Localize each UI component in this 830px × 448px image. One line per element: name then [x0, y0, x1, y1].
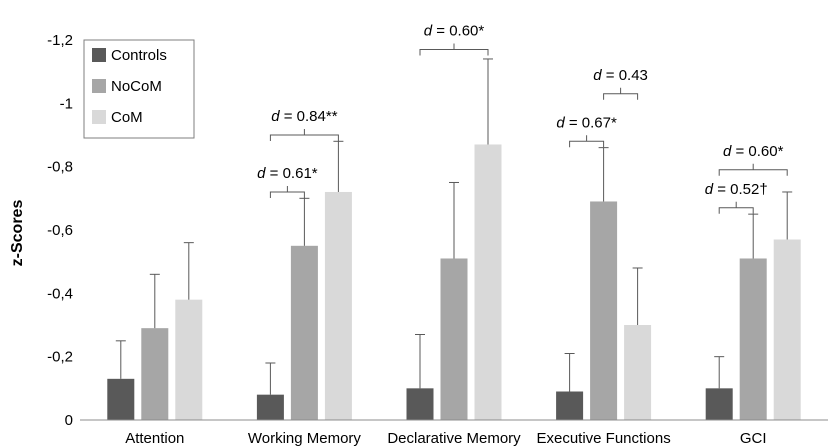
- bar-controls: [705, 388, 733, 420]
- bar-nocom: [739, 258, 767, 420]
- bar-nocom: [290, 245, 318, 420]
- category-label: GCI: [740, 430, 767, 447]
- bar-com: [175, 299, 203, 420]
- y-tick-label: -0,8: [47, 159, 73, 176]
- bar-nocom: [141, 328, 169, 420]
- category-label: Working Memory: [248, 430, 362, 447]
- bar-com: [773, 239, 801, 420]
- legend: Controls NoCoM CoM: [83, 39, 195, 139]
- bar-com: [324, 191, 352, 420]
- effect-size-label: d = 0.43: [593, 67, 648, 84]
- bar-controls: [556, 391, 584, 420]
- category-labels: Attention Working Memory Declarative Memor…: [125, 430, 766, 447]
- y-tick-label: -1,2: [47, 32, 73, 49]
- bar-com: [474, 144, 502, 420]
- significance-bracket: [269, 185, 305, 198]
- bar-nocom: [590, 201, 618, 420]
- legend-swatch-nocom: [92, 79, 106, 93]
- effect-size-label: d = 0.52†: [705, 181, 768, 198]
- category-label: Executive Functions: [536, 430, 670, 447]
- bar-controls: [406, 388, 434, 420]
- bars: [107, 144, 801, 420]
- significance-bracket: [419, 43, 489, 56]
- y-tick-label: -1: [60, 95, 73, 112]
- legend-label: Controls: [111, 47, 167, 64]
- significance-annotations: d = 0.61* d = 0.84** d = 0.60* d = 0.67* d =…: [257, 22, 788, 214]
- significance-bracket: [603, 87, 639, 100]
- significance-bracket: [269, 128, 339, 141]
- category-label: Declarative Memory: [387, 430, 521, 447]
- legend-label: NoCoM: [111, 78, 162, 95]
- y-tick-label: -0,4: [47, 285, 73, 302]
- legend-swatch-com: [92, 110, 106, 124]
- error-bars: [115, 58, 793, 395]
- significance-bracket: [718, 163, 788, 176]
- legend-swatch-controls: [92, 48, 106, 62]
- category-label: Attention: [125, 430, 184, 447]
- effect-size-label: d = 0.67*: [556, 114, 617, 131]
- y-axis: 0 -0,2 -0,4 -0,6 -0,8 -1 -1,2: [47, 32, 73, 429]
- bar-com: [624, 324, 652, 420]
- y-axis-label: z-Scores: [9, 200, 26, 267]
- significance-bracket: [569, 135, 605, 148]
- y-tick-label: -0,2: [47, 349, 73, 366]
- bar-nocom: [440, 258, 468, 420]
- y-tick-label: 0: [65, 412, 73, 429]
- legend-label: CoM: [111, 109, 143, 126]
- bar-controls: [256, 394, 284, 420]
- effect-size-label: d = 0.84**: [271, 108, 337, 125]
- effect-size-label: d = 0.61*: [257, 165, 318, 182]
- effect-size-label: d = 0.60*: [424, 22, 485, 39]
- bar-controls: [107, 378, 135, 420]
- effect-size-label: d = 0.60*: [723, 143, 784, 160]
- significance-bracket: [718, 201, 754, 214]
- y-tick-label: -0,6: [47, 222, 73, 239]
